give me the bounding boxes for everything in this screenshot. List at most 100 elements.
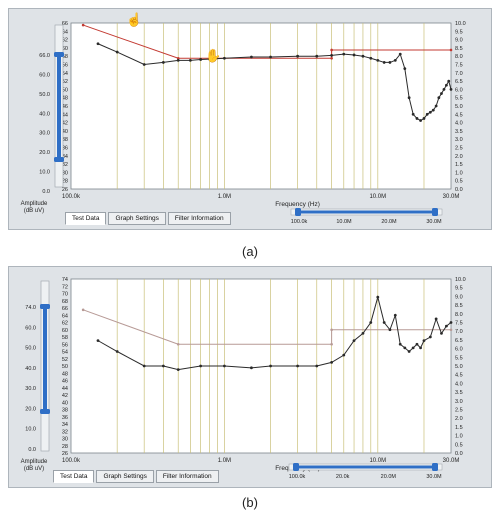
slider-tick-label: 30.0 xyxy=(25,386,36,392)
frequency-slider-handle-left[interactable] xyxy=(295,208,301,216)
y-tick-label: 28 xyxy=(62,179,68,185)
amplitude-slider-fill[interactable] xyxy=(43,307,47,411)
y-tick-label: 50 xyxy=(62,87,68,93)
y2-tick-label: 6.5 xyxy=(455,338,463,344)
amplitude-slider-handle-top[interactable] xyxy=(54,52,64,57)
limit-point xyxy=(330,48,333,52)
data-point xyxy=(96,42,100,46)
data-point xyxy=(419,346,422,350)
tab-graph-settings[interactable]: Graph Settings xyxy=(96,470,154,483)
y2-tick-label: 5.0 xyxy=(455,364,463,370)
y2-tick-label: 7.5 xyxy=(455,63,463,69)
data-point xyxy=(223,56,226,60)
limit-point xyxy=(81,23,85,27)
frequency-slider-handle-right[interactable] xyxy=(432,208,438,216)
panel-b: Amplitude (dB uV) 26 28 30 32 34 36 38 40 42 44 46… xyxy=(8,266,492,488)
limit-point xyxy=(81,308,85,312)
y2-tick-label: 9.0 xyxy=(455,294,463,300)
y2-tick-label: 4.0 xyxy=(455,381,463,387)
y-tick-label: 60 xyxy=(62,328,68,334)
slider-tick-label: 40.0 xyxy=(25,366,36,372)
chart-a: 26 28 30 32 34 36 38 40 42 44 46 48 50 52 54 56 58 60 62 64… xyxy=(39,21,465,225)
amplitude-slider-handle-bottom[interactable] xyxy=(40,409,50,414)
y2-tick-label: 0.5 xyxy=(455,442,463,448)
slider-tick-label: 0.0 xyxy=(42,189,50,195)
data-point xyxy=(428,110,432,114)
panel-a: Amplitude (dB uV) 26 28 30 32 34 36 38 40 42 44 46… xyxy=(8,8,492,230)
hand-cursor-icon: ✋ xyxy=(205,48,222,63)
y-tick-label: 34 xyxy=(62,154,68,160)
y2-tick-label: 3.0 xyxy=(455,399,463,405)
limit-point xyxy=(176,56,180,60)
x-axis-label: Frequency (Hz) xyxy=(275,201,320,208)
frequency-slider-handle-left[interactable] xyxy=(293,463,299,471)
data-point xyxy=(442,88,446,91)
data-point xyxy=(269,55,272,59)
y-tick-label: 36 xyxy=(62,415,68,421)
y2-tick-label: 8.0 xyxy=(455,54,463,60)
data-point xyxy=(376,295,380,299)
data-point xyxy=(223,364,226,368)
data-point xyxy=(382,321,386,324)
data-point xyxy=(388,328,392,332)
tab-filter-information[interactable]: Filter Information xyxy=(155,470,219,483)
x-tick-label: 1.0M xyxy=(218,458,231,464)
y-tick-label: 60 xyxy=(62,46,68,52)
y-tick-label: 64 xyxy=(62,29,68,35)
data-point xyxy=(161,364,165,368)
tab-graph-settings[interactable]: Graph Settings xyxy=(108,212,166,225)
tab-filter-information[interactable]: Filter Information xyxy=(167,212,231,225)
amplitude-slider-fill[interactable] xyxy=(57,55,61,159)
amplitude-slider-handle-bottom[interactable] xyxy=(54,157,64,162)
y2-tick-label: 9.0 xyxy=(455,38,463,44)
data-point xyxy=(398,52,402,56)
tab-test-data[interactable]: Test Data xyxy=(53,470,95,483)
frequency-slider-fill[interactable] xyxy=(297,465,434,469)
frequency-slider-fill[interactable] xyxy=(299,210,434,214)
data-point xyxy=(428,335,432,339)
y-tick-label: 58 xyxy=(62,335,68,341)
y2-tick-label: 6.5 xyxy=(455,79,463,85)
slider-tick-label: 30.0 xyxy=(39,131,50,137)
data-point xyxy=(199,364,203,368)
y-tick-label: 46 xyxy=(62,104,68,110)
data-point xyxy=(352,53,356,57)
data-point xyxy=(342,353,346,357)
y-tick-label: 26 xyxy=(62,451,68,457)
frequency-slider-label: 100.0k xyxy=(291,219,308,225)
slider-tick-label: 60.0 xyxy=(25,325,36,331)
amplitude-slider-handle-top[interactable] xyxy=(40,304,50,309)
tab-test-data[interactable]: Test Data xyxy=(65,212,107,225)
y-tick-label: 36 xyxy=(62,146,68,152)
y-tick-label: 62 xyxy=(62,321,68,327)
plot-area xyxy=(70,22,452,190)
data-point xyxy=(411,346,415,350)
y-tick-label: 42 xyxy=(62,121,68,127)
data-point xyxy=(415,342,419,346)
y-tick-label: 64 xyxy=(62,313,68,319)
y2-tick-label: 6.0 xyxy=(455,87,463,93)
frequency-slider-label: 100.0k xyxy=(289,474,306,480)
data-point xyxy=(398,342,402,346)
y-tick-label: 56 xyxy=(62,63,68,69)
data-point xyxy=(411,112,415,116)
frequency-slider-handle-right[interactable] xyxy=(432,463,438,471)
y2-tick-label: 0.0 xyxy=(455,451,463,457)
data-point xyxy=(449,321,453,324)
hand-cursor-icon: ☝ xyxy=(126,12,143,27)
y2-tick-label: 8.5 xyxy=(455,46,463,52)
limit-point xyxy=(449,328,453,332)
data-point xyxy=(250,55,253,59)
y-tick-label: 48 xyxy=(62,371,68,377)
y2-tick-label: 7.0 xyxy=(455,329,463,335)
y-tick-label: 30 xyxy=(62,170,68,176)
y2-tick-label: 1.5 xyxy=(455,425,463,431)
data-point xyxy=(419,119,422,122)
data-point xyxy=(376,58,380,62)
y2-tick-label: 2.0 xyxy=(455,154,463,160)
data-point xyxy=(330,53,334,57)
y2-tick-label: 5.0 xyxy=(455,104,463,110)
amplitude-unit: (dB uV) xyxy=(23,208,45,214)
data-point xyxy=(369,56,373,60)
data-point xyxy=(142,364,146,368)
